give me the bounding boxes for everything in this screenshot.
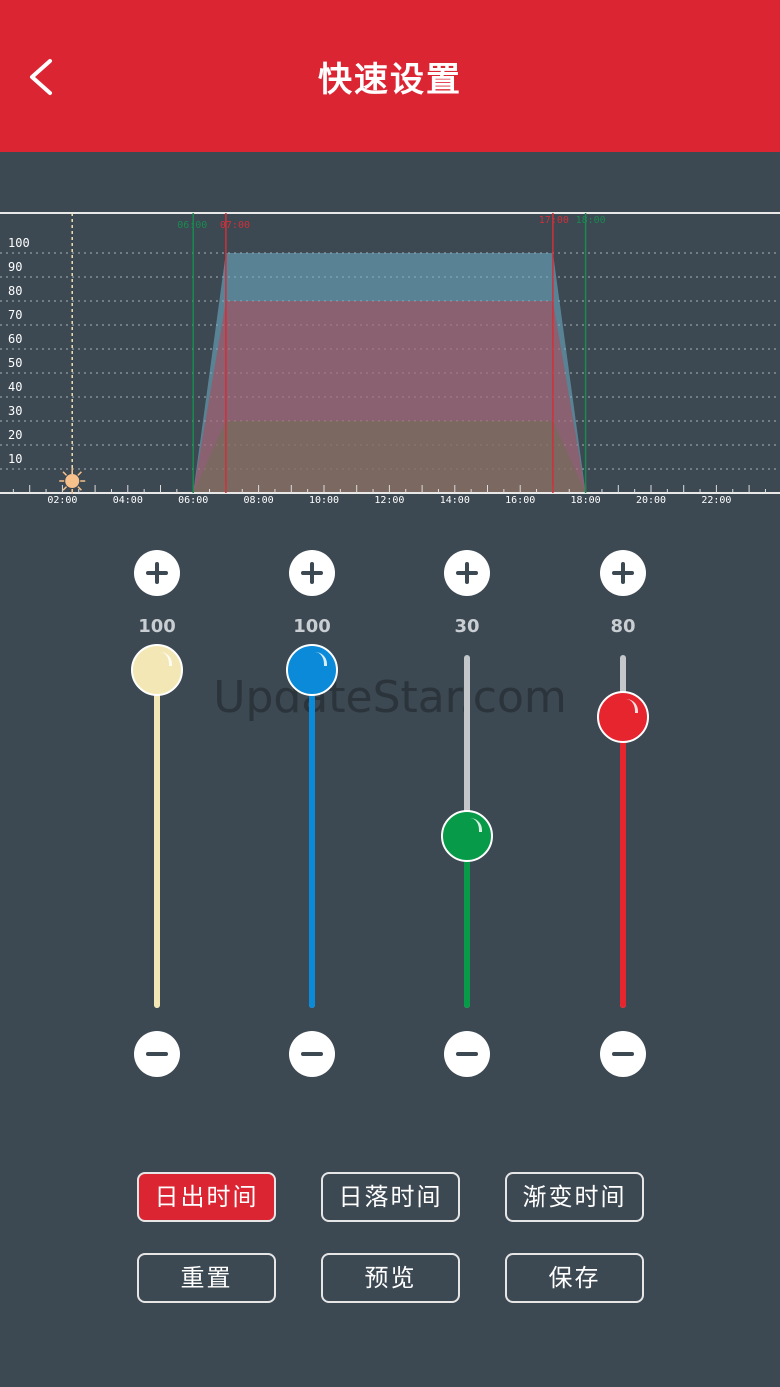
y-tick-label: 70 <box>8 308 22 322</box>
y-tick-label: 50 <box>8 356 22 370</box>
sun-ray <box>77 486 82 491</box>
page-title: 快速设置 <box>318 60 462 100</box>
series-area-1 <box>193 253 586 493</box>
time-marker-label: 06:00 <box>177 220 207 231</box>
light-schedule-chart[interactable]: 10 20 30 40 50 60 70 80 90 100 02:00 04:00 06:00 08:0… <box>0 205 780 510</box>
slider-fill <box>309 670 315 1008</box>
channel-value: 100 <box>138 616 176 637</box>
channel-slider-1: 100 <box>112 550 202 1080</box>
plus-icon <box>612 562 634 584</box>
slider-thumb[interactable] <box>597 691 649 744</box>
increase-button[interactable] <box>444 550 490 596</box>
channel-value: 80 <box>610 616 636 637</box>
minus-icon <box>612 1052 634 1056</box>
series-area-3 <box>193 421 586 493</box>
minus-icon <box>146 1052 168 1056</box>
y-tick-label: 80 <box>8 284 22 298</box>
y-tick-label: 40 <box>8 380 22 394</box>
slider-thumb[interactable] <box>441 809 493 862</box>
decrease-button[interactable] <box>444 1031 490 1077</box>
x-tick-label: 02:00 <box>47 495 77 506</box>
time-marker-label: 17:00 <box>539 215 569 226</box>
plus-icon <box>146 562 168 584</box>
x-tick-label: 06:00 <box>178 495 208 506</box>
sun-ray <box>62 486 68 491</box>
channel-slider-2: 100 <box>267 550 357 1080</box>
time-marker-label: 07:00 <box>220 220 250 231</box>
x-tick-label: 08:00 <box>244 495 274 506</box>
slider-fill <box>154 670 160 1008</box>
x-tick-label: 14:00 <box>440 495 470 506</box>
header: 快速设置 <box>0 0 780 152</box>
sunset-time-button[interactable]: 日落时间 <box>321 1172 460 1222</box>
sun-core <box>65 474 80 488</box>
channel-value: 100 <box>293 616 331 637</box>
x-tick-label: 20:00 <box>636 495 666 506</box>
sun-ray <box>77 471 82 476</box>
series-area-2 <box>193 253 586 493</box>
preview-button[interactable]: 预览 <box>321 1253 460 1303</box>
decrease-button[interactable] <box>600 1031 646 1077</box>
x-tick-label: 10:00 <box>309 495 339 506</box>
back-button[interactable] <box>22 55 62 99</box>
sun-icon <box>59 468 86 494</box>
plus-icon <box>301 562 323 584</box>
series-area-4 <box>193 301 586 493</box>
x-tick-label: 16:00 <box>505 495 535 506</box>
channel-slider-4: 80 <box>578 550 668 1080</box>
decrease-button[interactable] <box>134 1031 180 1077</box>
y-tick-label: 90 <box>8 260 22 274</box>
x-tick-label: 04:00 <box>113 495 143 506</box>
decrease-button[interactable] <box>289 1031 335 1077</box>
minus-icon <box>301 1052 323 1056</box>
sunrise-time-button[interactable]: 日出时间 <box>137 1172 276 1222</box>
increase-button[interactable] <box>600 550 646 596</box>
chevron-left-icon <box>30 59 52 95</box>
time-marker-label: 18:00 <box>576 215 606 226</box>
x-tick-label: 18:00 <box>571 495 601 506</box>
minus-icon <box>456 1052 478 1056</box>
plus-icon <box>456 562 478 584</box>
slider-fill <box>464 835 470 1008</box>
x-tick-label: 22:00 <box>701 495 731 506</box>
slider-thumb[interactable] <box>131 644 183 696</box>
sun-ray <box>62 471 68 476</box>
y-tick-label: 30 <box>8 404 22 418</box>
fade-time-button[interactable]: 渐变时间 <box>505 1172 644 1222</box>
x-tick-label: 12:00 <box>374 495 404 506</box>
reset-button[interactable]: 重置 <box>137 1253 276 1303</box>
increase-button[interactable] <box>134 550 180 596</box>
y-tick-label: 10 <box>8 452 22 466</box>
channel-value: 30 <box>454 616 480 637</box>
y-tick-label: 60 <box>8 332 22 346</box>
slider-thumb[interactable] <box>286 644 338 696</box>
increase-button[interactable] <box>289 550 335 596</box>
slider-fill <box>620 717 626 1008</box>
save-button[interactable]: 保存 <box>505 1253 644 1303</box>
channel-slider-3: 30 <box>422 550 512 1080</box>
y-tick-label: 20 <box>8 428 22 442</box>
y-tick-label: 100 <box>8 236 30 250</box>
